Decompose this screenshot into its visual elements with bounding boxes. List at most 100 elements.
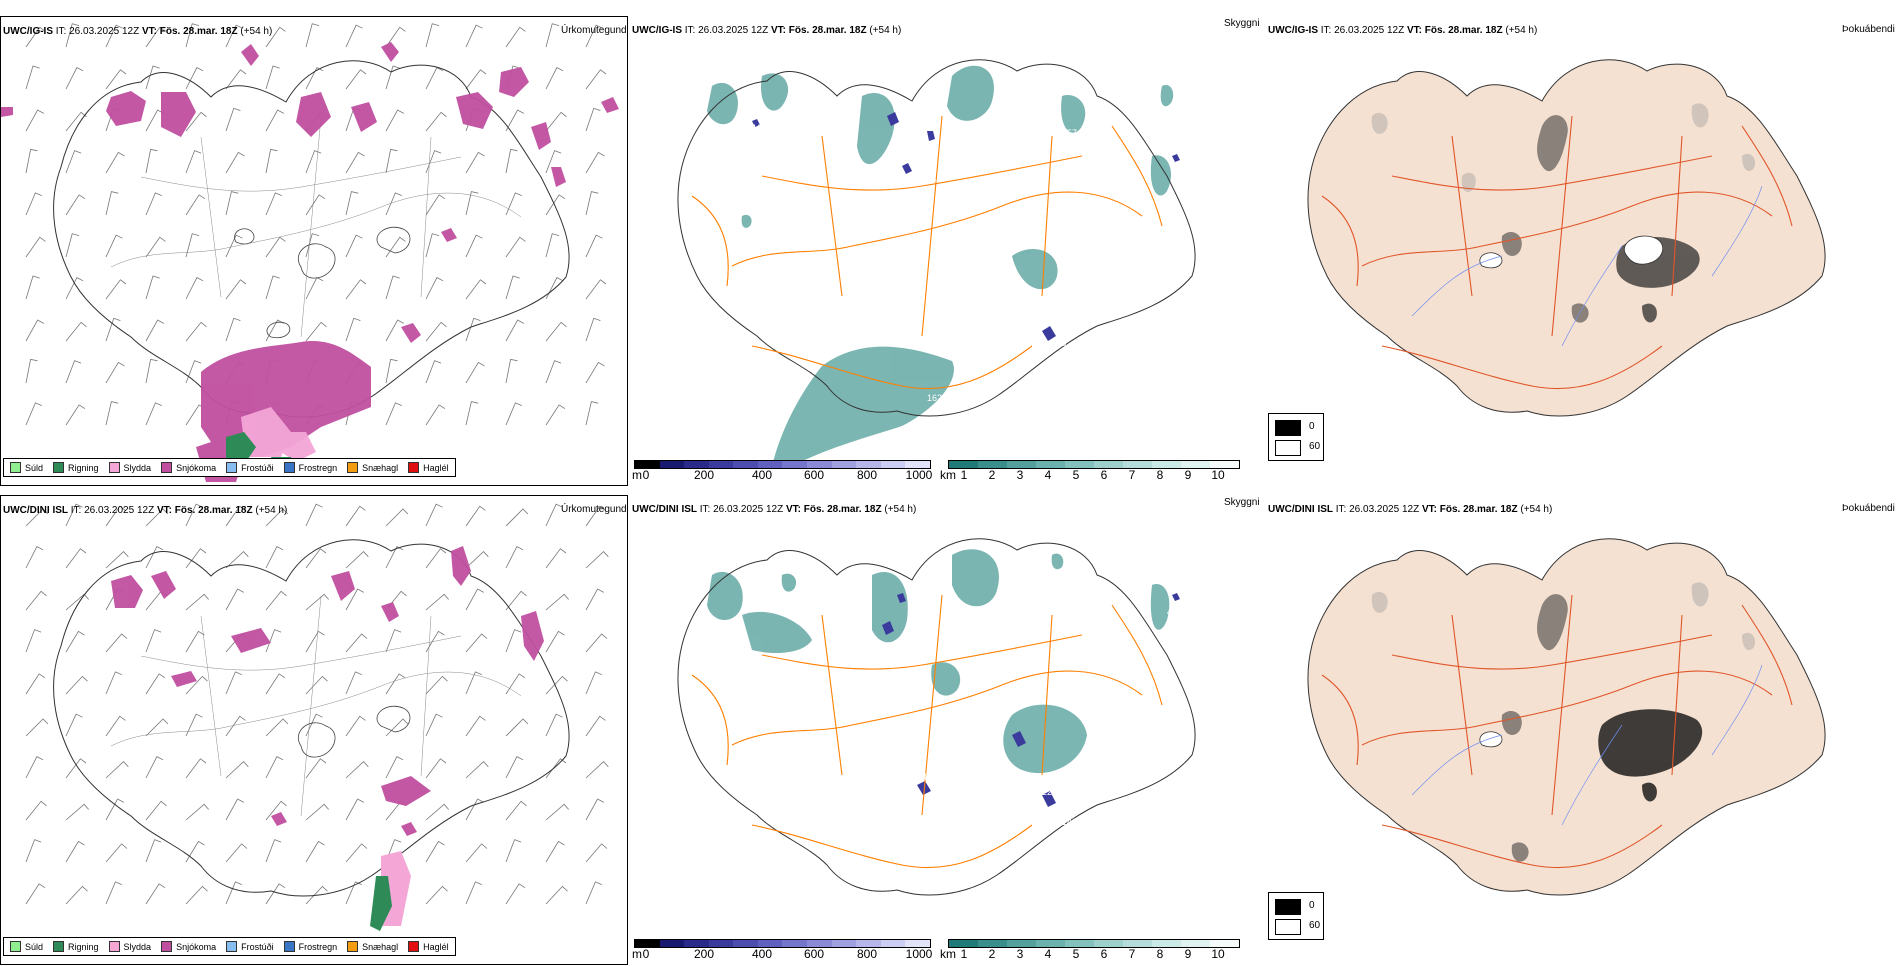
wind-barb	[465, 798, 484, 821]
fog-title-top: Þokuábendi	[1842, 24, 1895, 35]
wind-barb	[225, 671, 242, 695]
wind-barb	[425, 150, 442, 174]
wind-barb	[545, 503, 563, 527]
wind-barb	[25, 402, 42, 426]
wind-barb	[425, 758, 447, 779]
wind-barb	[265, 236, 286, 258]
colorbar-tick: 5	[1072, 468, 1080, 482]
wind-barb	[185, 67, 204, 90]
wind-barb	[25, 629, 42, 653]
colorbar-tick: 8	[1156, 468, 1164, 482]
wind-barb	[425, 194, 446, 216]
colorbar-cell	[856, 461, 881, 468]
wind-barb	[585, 107, 601, 132]
wind-barb	[25, 148, 38, 174]
fog-map-top	[1307, 59, 1826, 417]
colorbar-tick: 1	[960, 947, 968, 961]
wind-barb	[425, 548, 447, 569]
header-bottom-fog: UWC/DINI ISL IT: 26.03.2025 12Z VT: Fös.…	[1268, 504, 1553, 515]
colorbar-tick: 8	[1156, 947, 1164, 961]
wind-barb	[505, 275, 520, 300]
wind-barb	[225, 24, 243, 48]
wind-barb	[465, 24, 483, 48]
wind-barb	[65, 233, 80, 258]
colorbar-cell	[1210, 461, 1239, 468]
wind-barb	[385, 718, 409, 737]
colorbar-cell	[1007, 940, 1036, 947]
wind-barb	[465, 633, 488, 653]
wind-barb	[65, 67, 84, 90]
wind-barb	[265, 673, 286, 695]
colorbar-cell	[1007, 461, 1036, 468]
wind-barb	[25, 26, 46, 48]
colorbar-cell	[1181, 940, 1210, 947]
wind-barb	[145, 546, 164, 569]
wind-barb	[305, 67, 324, 90]
wind-barb	[465, 761, 489, 779]
wind-barb	[465, 279, 487, 300]
legend-swatch-frostudi	[226, 462, 238, 473]
colorbar-tick: 7	[1128, 468, 1136, 482]
wind-barb	[545, 548, 567, 569]
wind-barb	[105, 671, 122, 695]
wind-barb	[425, 885, 448, 905]
wind-barb	[25, 800, 47, 821]
header-bottom-cloud: UWC/DINI ISL IT: 26.03.2025 12Z VT: Fös.…	[632, 504, 917, 515]
wind-barb	[465, 843, 488, 863]
wind-barb	[305, 150, 322, 174]
wind-barb	[505, 673, 526, 695]
wind-barb	[585, 317, 601, 342]
colorbar-cell	[659, 461, 685, 468]
wind-barb	[185, 23, 200, 48]
wind-barb	[385, 192, 402, 216]
wind-barb	[585, 361, 605, 384]
wind-barb	[545, 713, 563, 737]
colorbar-tick: 6	[1100, 947, 1108, 961]
wind-barb	[225, 191, 239, 216]
colorbar-tick: 0	[642, 947, 650, 961]
wind-barb	[545, 803, 569, 821]
wind-barb	[345, 798, 364, 821]
colorbar-cell	[733, 461, 758, 468]
wind-barb	[545, 840, 565, 863]
colorbar-tick: 2	[988, 468, 996, 482]
colorbar-tick: 4	[1044, 947, 1052, 961]
wind-barb	[425, 503, 443, 527]
legend-swatch-sudl	[10, 462, 21, 473]
wind-barb	[145, 629, 162, 653]
wind-barb	[585, 715, 606, 737]
colorbar-m-unit: m	[632, 468, 642, 482]
wind-barb	[145, 148, 158, 174]
cloud-base-label: 557	[1062, 128, 1077, 138]
wind-barb	[265, 109, 284, 132]
colorbar-cell	[782, 461, 808, 468]
wind-barb	[345, 881, 362, 905]
wind-barb	[65, 885, 88, 905]
wind-barb	[425, 23, 440, 48]
legend-swatch-sudl	[10, 941, 21, 952]
wind-barb	[225, 151, 245, 174]
wind-barb	[145, 508, 169, 527]
fog-legend-top: 0 60	[1268, 413, 1324, 461]
legend-item: Súld	[10, 941, 43, 952]
legend-swatch-rigning	[53, 462, 65, 473]
wind-barb	[425, 360, 442, 384]
fog-panel-top: UWC/IG-IS IT: 26.03.2025 12Z VT: Fös. 28…	[1262, 16, 1900, 486]
wind-barb	[345, 671, 362, 695]
wind-barb	[385, 65, 400, 90]
precip-panel-bottom: UWC/DINI ISL IT: 26.03.2025 12Z VT: Fös.…	[0, 495, 628, 965]
wind-barb	[25, 358, 38, 384]
fog-legend-low: 0	[1309, 421, 1315, 432]
wind-barb	[425, 713, 443, 737]
colorbar-cell	[1181, 461, 1210, 468]
wind-barb	[25, 546, 44, 569]
cloud-base-label: 149	[932, 173, 947, 183]
wind-barb	[505, 148, 518, 174]
wind-barb	[385, 629, 402, 653]
colorbar-tick: 3	[1016, 468, 1024, 482]
legend-swatch-slydda	[108, 462, 120, 473]
wind-barb	[65, 360, 82, 384]
wind-barb	[305, 548, 327, 569]
wind-barb	[105, 551, 129, 569]
header-top-cloud: UWC/IG-IS IT: 26.03.2025 12Z VT: Fös. 28…	[632, 25, 902, 36]
